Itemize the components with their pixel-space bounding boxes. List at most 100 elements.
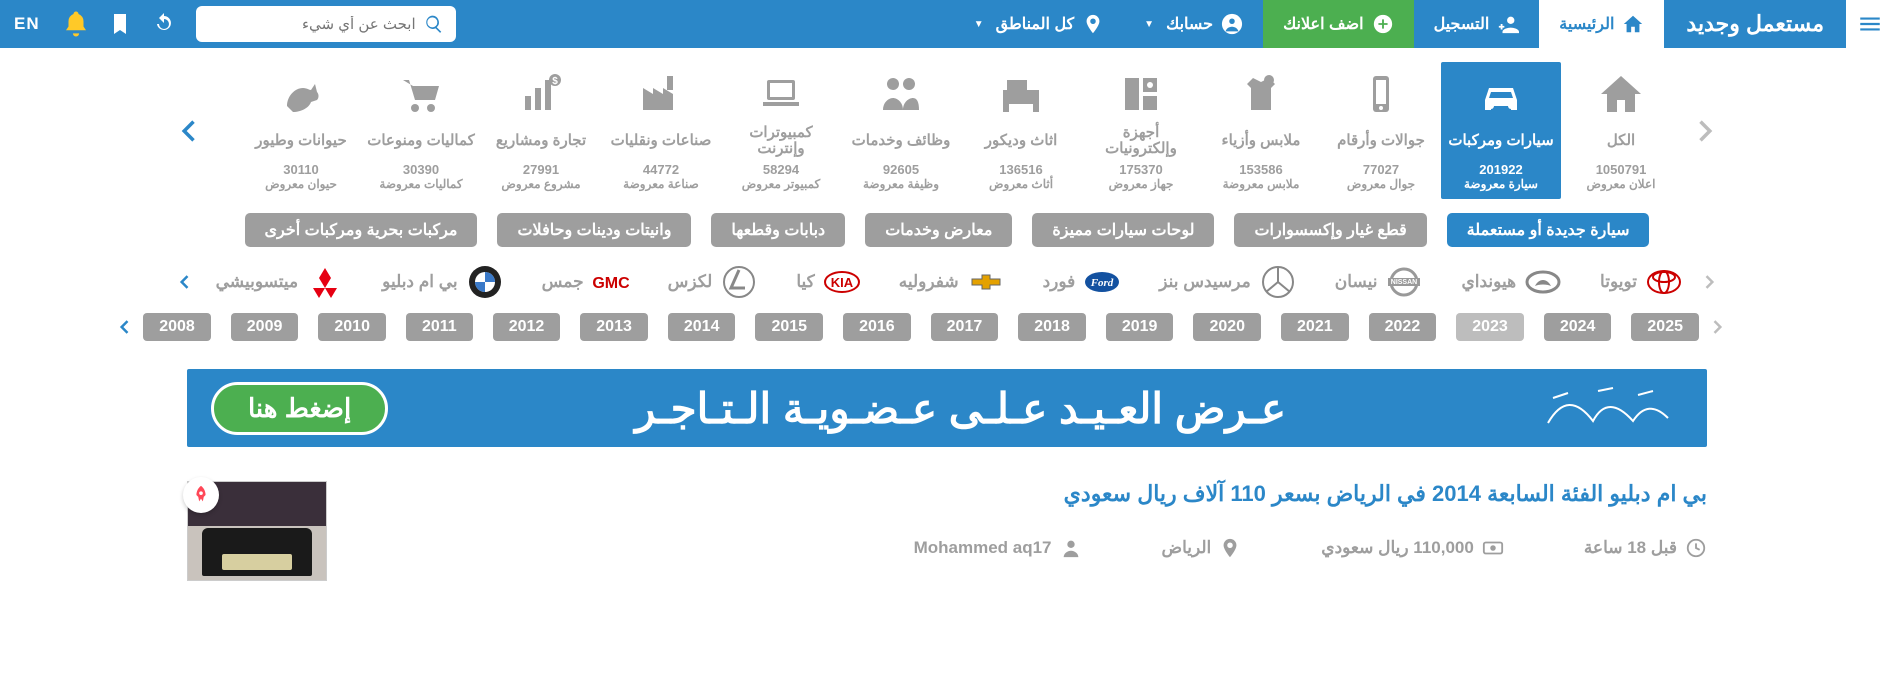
category-item[interactable]: أجهزة وإلكترونيات175370جهاز معروض [1081,62,1201,199]
category-unit: ملابس معروضة [1205,177,1317,191]
brand-strip: تويوتا هيونداي نيسان مرسيدس بنز فورد شفروليه ك… [167,257,1727,307]
year-pill[interactable]: 2024 [1544,313,1612,341]
subcategory-pill[interactable]: سيارة جديدة أو مستعملة [1447,213,1650,247]
brand-logo-icon [592,263,630,301]
bookmark-button[interactable] [98,0,142,48]
category-count: 175370 [1085,162,1197,177]
chevron-down-icon: ▼ [974,19,984,30]
nav-add-ad[interactable]: اضف اعلانك [1263,0,1414,48]
year-pill[interactable]: 2014 [668,313,736,341]
brand-item[interactable]: نيسان [1335,263,1424,301]
year-pill[interactable]: 2023 [1456,313,1524,341]
brand-item[interactable]: فورد [1043,263,1122,301]
year-pill[interactable]: 2016 [843,313,911,341]
search-input[interactable] [208,16,416,33]
year-pill[interactable]: 2020 [1193,313,1261,341]
listing-thumbnail [187,481,327,581]
year-pill[interactable]: 2008 [143,313,211,341]
brand-logo-icon [1083,263,1121,301]
refresh-button[interactable] [142,0,186,48]
nav-account[interactable]: حسابك ▼ [1124,0,1263,48]
brand-logo-icon [466,263,504,301]
brand-name: فورد [1043,272,1076,292]
nav-add-ad-label: اضف اعلانك [1283,14,1364,34]
brand-logo-icon [1259,263,1297,301]
listing-card[interactable]: بي ام دبليو الفئة السابعة 2014 في الرياض… [187,481,1707,581]
category-icon [725,68,837,120]
brand-item[interactable]: جمس [542,263,630,301]
category-item[interactable]: اثاث وديكور136516أثاث معروض [961,62,1081,199]
year-scroll-left[interactable] [115,317,135,337]
year-pill[interactable]: 2025 [1631,313,1699,341]
category-icon [965,68,1077,120]
category-item[interactable]: سيارات ومركبات201922سيارة معروضة [1441,62,1561,199]
category-count: 136516 [965,162,1077,177]
category-item[interactable]: جوالات وأرقام77027جوال معروض [1321,62,1441,199]
home-icon [1622,13,1644,35]
brand-item[interactable]: بي ام دبليو [382,263,503,301]
subcategory-pill[interactable]: دبابات وقطعها [711,213,845,247]
subcategory-pill[interactable]: وانيتات ودينات وحافلات [497,213,691,247]
listing-price-text: 110,000 ريال سعودي [1321,538,1474,558]
category-count: 201922 [1445,162,1557,177]
brand-name: جمس [542,272,584,292]
nav-register[interactable]: التسجيل [1414,0,1540,48]
brand-scroll-right[interactable] [1691,272,1727,292]
category-item[interactable]: ملابس وأزياء153586ملابس معروضة [1201,62,1321,199]
nav-regions[interactable]: كل المناطق ▼ [954,0,1124,48]
promo-banner[interactable]: عـرض العـيـد عـلـى عـضـويـة الـتـاجـر إض… [187,369,1707,447]
year-pill[interactable]: 2022 [1369,313,1437,341]
brand-item[interactable]: هيونداي [1461,263,1562,301]
hamburger-menu-button[interactable] [1846,0,1894,48]
banner-cta-button[interactable]: إضغط هنا [211,382,388,435]
category-item[interactable]: كماليات ومنوعات30390كماليات معروضة [361,62,481,199]
year-pill[interactable]: 2018 [1018,313,1086,341]
year-pill[interactable]: 2009 [231,313,299,341]
year-pill[interactable]: 2011 [406,313,473,341]
category-item[interactable]: وظائف وخدمات92605وظيفة معروضة [841,62,961,199]
category-label: سيارات ومركبات [1445,124,1557,158]
brand-scroll-left[interactable] [167,272,203,292]
category-item[interactable]: تجارة ومشاريع27991مشروع معروض [481,62,601,199]
brand-item[interactable]: كيا [796,263,860,301]
brand-logo-icon [1385,263,1423,301]
brand-name: ميتسوبيشي [216,272,299,292]
brand-item[interactable]: لكزس [668,263,759,301]
category-item[interactable]: حيوانات وطيور30110حيوان معروض [241,62,361,199]
category-unit: وظيفة معروضة [845,177,957,191]
category-item[interactable]: صناعات ونقليات44772صناعة معروضة [601,62,721,199]
nav-home[interactable]: الرئيسية [1539,0,1664,48]
year-pill[interactable]: 2013 [580,313,648,341]
year-pill[interactable]: 2015 [755,313,823,341]
cat-scroll-left[interactable] [167,62,213,199]
year-pill[interactable]: 2010 [318,313,386,341]
site-logo[interactable]: مستعمل وجديد [1664,0,1846,48]
brand-item[interactable]: مرسيدس بنز [1159,263,1297,301]
year-pill[interactable]: 2012 [493,313,561,341]
category-label: تجارة ومشاريع [485,124,597,158]
category-count: 92605 [845,162,957,177]
search-box[interactable] [196,6,456,42]
category-item[interactable]: الكل1050791اعلان معروض [1561,62,1681,199]
brand-item[interactable]: ميتسوبيشي [216,263,345,301]
brand-item[interactable]: شفروليه [899,263,1005,301]
subcategory-pill[interactable]: معارض وخدمات [865,213,1012,247]
cat-scroll-right[interactable] [1681,62,1727,199]
category-unit: كمبيوتر معروض [725,177,837,191]
subcategory-pill[interactable]: لوحات سيارات مميزة [1032,213,1214,247]
subcategory-pill[interactable]: قطع غيار وإكسسوارات [1234,213,1426,247]
category-item[interactable]: طعا [213,62,241,199]
category-item[interactable]: كمبيوترات وإنترنت58294كمبيوتر معروض [721,62,841,199]
category-icon [365,68,477,120]
year-pill[interactable]: 2021 [1281,313,1349,341]
user-icon [1060,537,1082,559]
category-unit: حيوان معروض [245,177,357,191]
year-pill[interactable]: 2019 [1106,313,1174,341]
language-toggle[interactable]: EN [0,0,54,48]
brand-item[interactable]: تويوتا [1600,263,1683,301]
listing-title: بي ام دبليو الفئة السابعة 2014 في الرياض… [351,481,1707,507]
notifications-button[interactable] [54,0,98,48]
year-pill[interactable]: 2017 [931,313,999,341]
year-scroll-right[interactable] [1707,317,1727,337]
subcategory-pill[interactable]: مركبات بحرية ومركبات أخرى [245,213,478,247]
